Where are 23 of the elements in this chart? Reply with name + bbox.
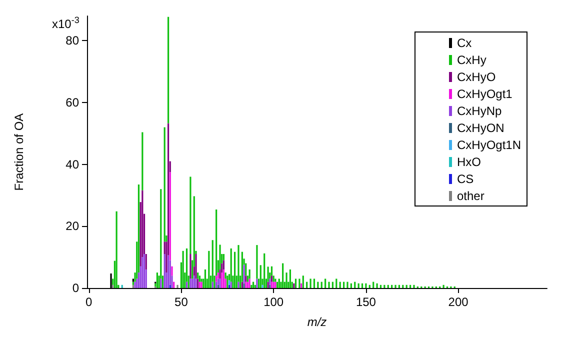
legend-label: other (456, 189, 484, 203)
x-axis-title: m/z (307, 315, 327, 329)
y-tick-label: 20 (66, 219, 80, 234)
y-axis-title: Fraction of OA (12, 113, 26, 191)
x-tick-label: 150 (356, 295, 376, 309)
legend-label: CS (456, 172, 474, 186)
y-tick-label: 60 (66, 96, 80, 110)
legend-label: CxHyO (456, 70, 496, 84)
x-tick-label: 0 (86, 295, 93, 309)
x-tick-label: 100 (264, 295, 284, 309)
legend-label: HxO (456, 155, 481, 169)
legend-label: Cx (456, 36, 472, 50)
text: x10$^{-3}$ (52, 14, 80, 31)
y-tick-label: 80 (66, 34, 80, 48)
x-tick-label: 50 (174, 295, 188, 309)
y-tick-label: 0 (72, 281, 80, 295)
legend-label: CxHyNp (456, 104, 502, 118)
legend-label: CxHyOgt1N (456, 138, 521, 152)
x-tick-label: 200 (448, 295, 469, 309)
legend-label: CxHyON (456, 121, 504, 135)
y-tick-label: 40 (66, 157, 80, 172)
legend-label: CxHyOgt1 (456, 87, 513, 101)
legend-label: CxHy (456, 53, 486, 67)
